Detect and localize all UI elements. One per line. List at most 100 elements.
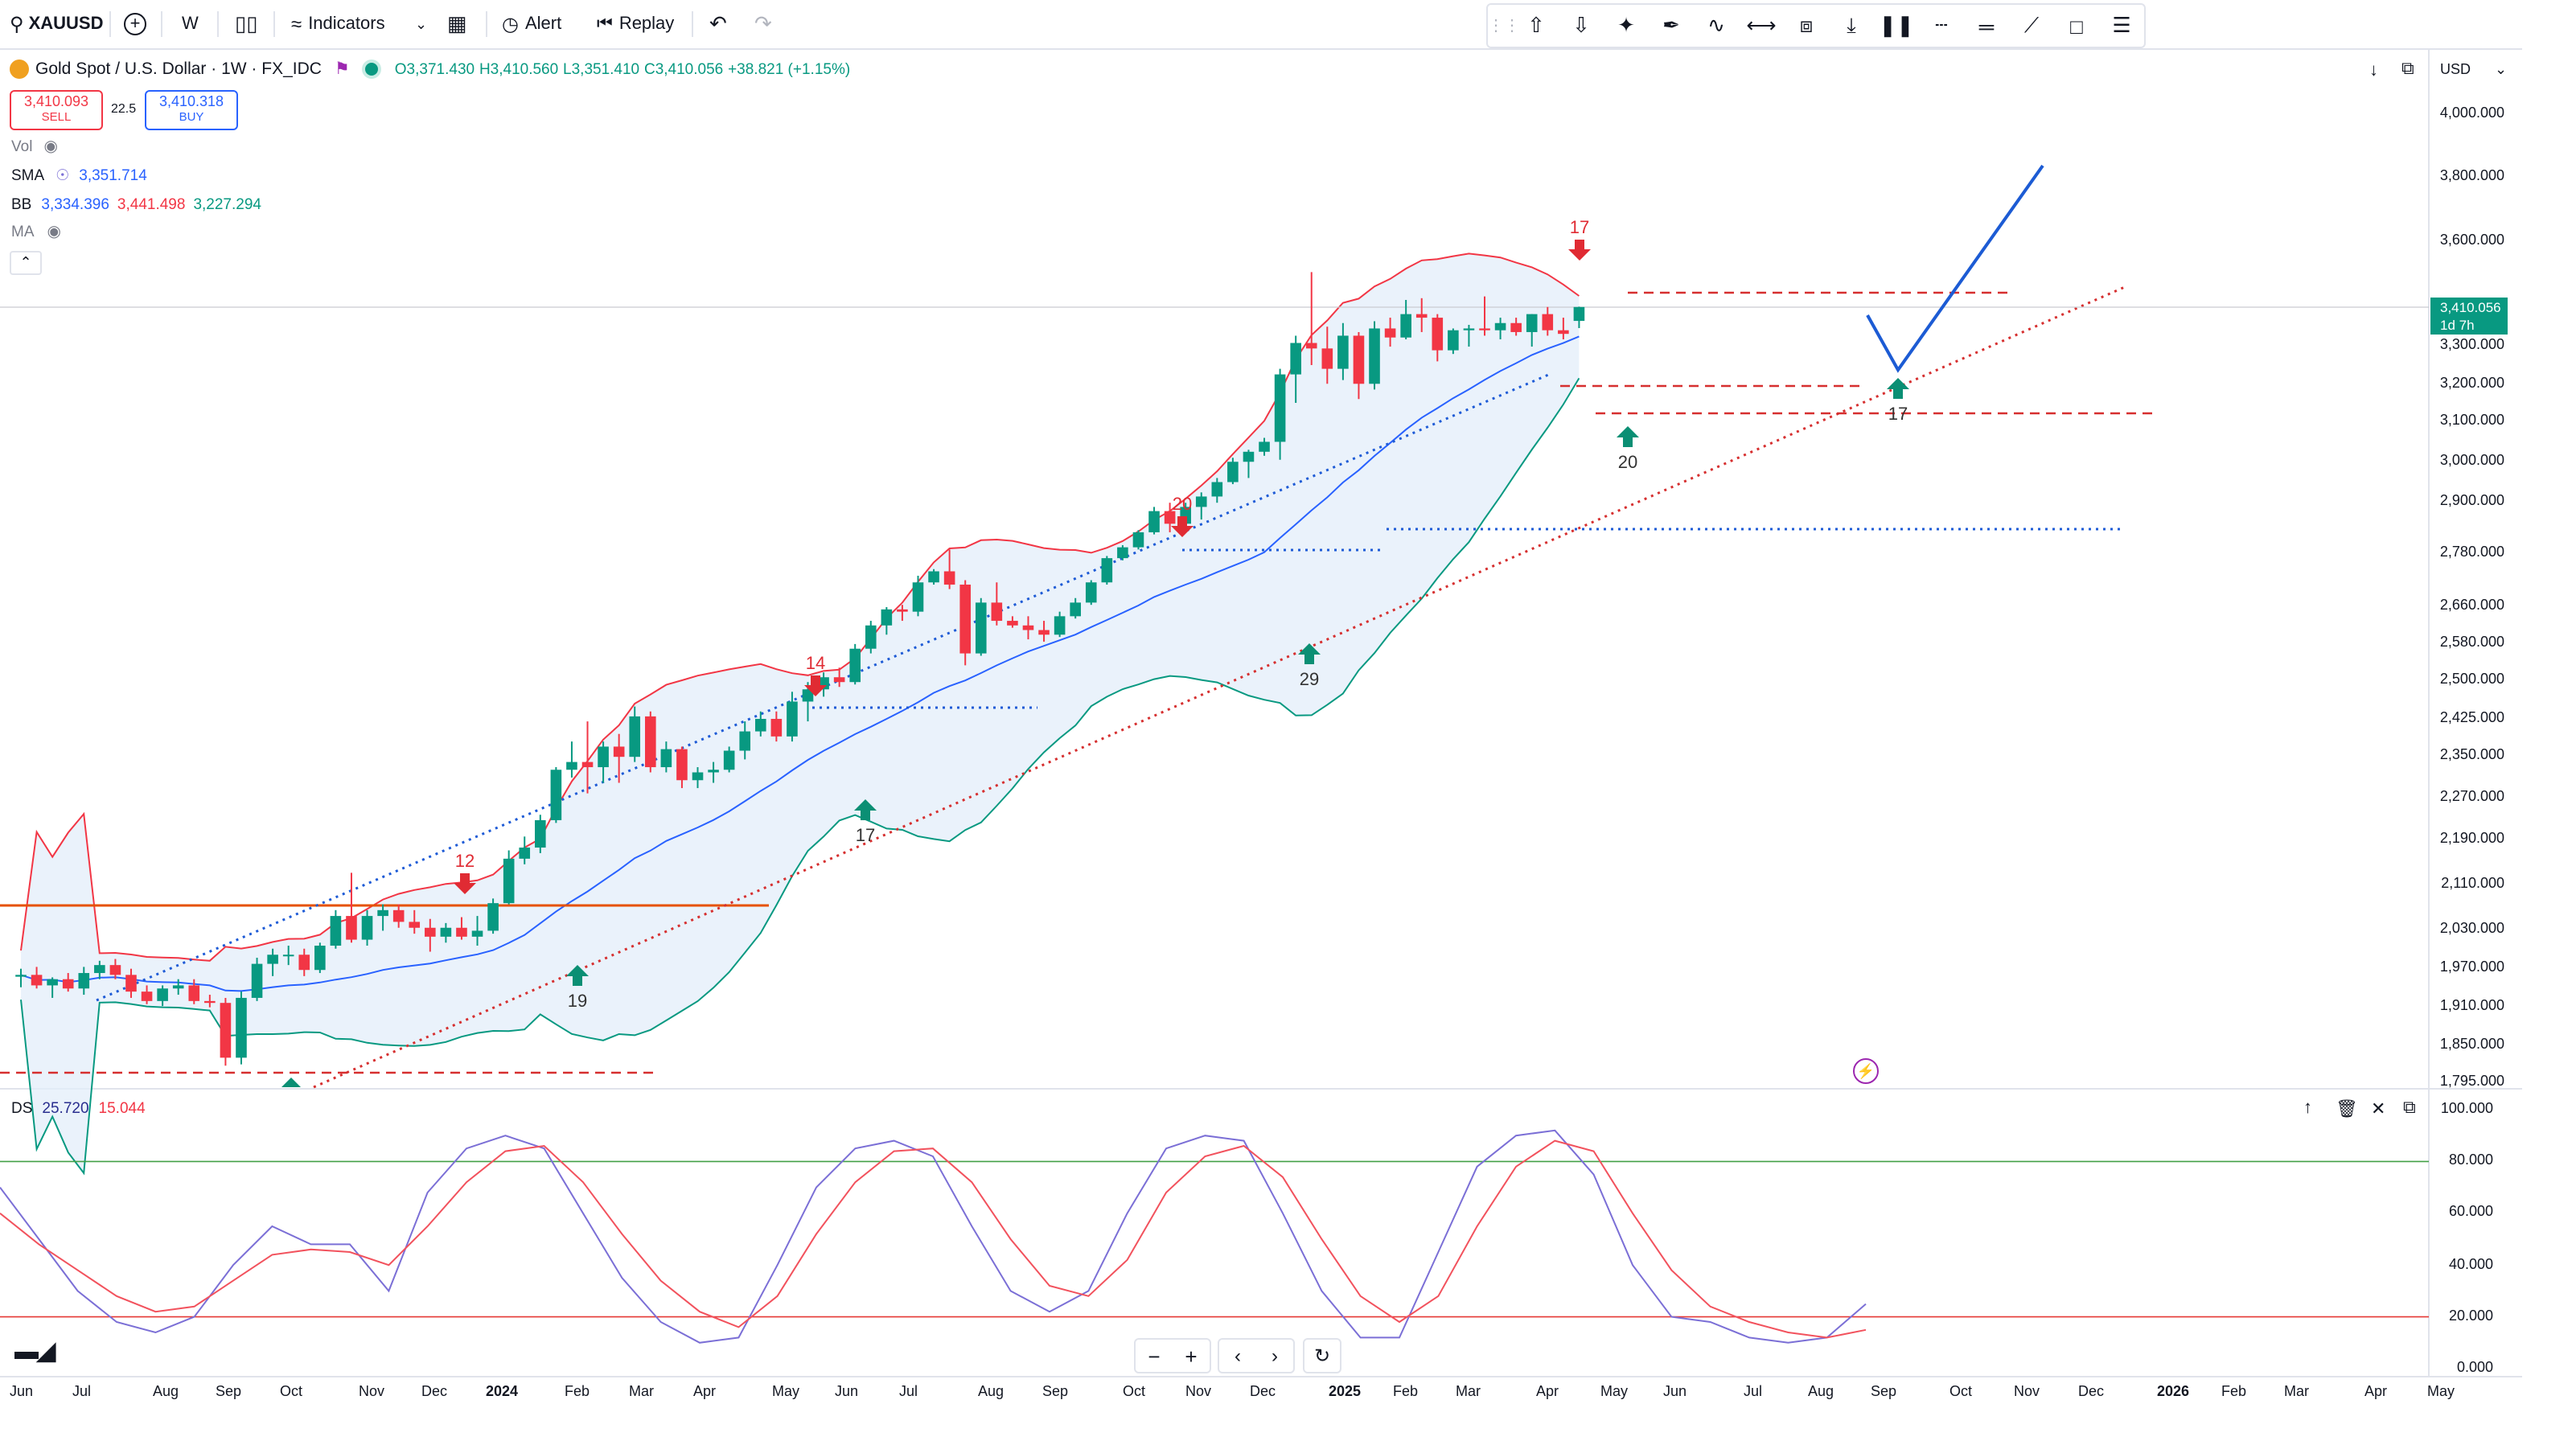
indicators-button[interactable]: ≈ Indicators (291, 0, 385, 48)
hidden-eye-icon[interactable]: ◉ (47, 224, 61, 241)
candle-body (692, 772, 704, 781)
toolbar-divider (273, 11, 275, 37)
trend-line-icon[interactable]: ⟋ (2023, 13, 2040, 37)
hidden-eye-icon[interactable]: ◉ (43, 138, 58, 156)
price-tick-label: 1,970.000 (2439, 959, 2504, 975)
scroll-controls: ‹ › (1218, 1338, 1295, 1373)
pattern-icon[interactable]: ✦ (1617, 13, 1635, 37)
tradingview-logo-icon[interactable]: ▬◢ (14, 1338, 55, 1365)
reset-chart-button[interactable]: ↻ (1303, 1338, 1341, 1373)
symbol-search-button[interactable]: ⚲ XAUUSD (10, 0, 104, 48)
templates-dropdown[interactable]: ⌄ (415, 0, 427, 48)
path-icon[interactable]: ∿ (1707, 13, 1725, 37)
gold-coin-icon (10, 60, 29, 79)
chart-type-button[interactable]: ▯▯ (235, 0, 258, 48)
up-arrow-marker: 17 (854, 799, 877, 845)
candle-body (1132, 532, 1144, 548)
time-tick-label: Jun (10, 1383, 34, 1399)
time-tick-label: Mar (629, 1383, 654, 1399)
candle-body (1305, 343, 1317, 349)
flag-icon[interactable]: ⚑ (334, 60, 350, 79)
close-pane-icon[interactable]: ✕ (2371, 1100, 2386, 1119)
candle-body (1227, 462, 1239, 482)
parallel-channel-icon[interactable]: ═ (1978, 14, 1995, 38)
candle-body (1022, 625, 1034, 630)
bb-legend[interactable]: BB 3,334.396 3,441.498 3,227.294 (11, 196, 261, 214)
long-position-icon[interactable]: ⤓ (1847, 13, 1856, 37)
currency-selector[interactable]: USD (2440, 61, 2471, 77)
symbol-legend[interactable]: Gold Spot / U.S. Dollar · 1W · FX_IDC ⚑ … (10, 60, 850, 79)
price-date-range-icon[interactable]: ⧈ (1799, 13, 1814, 37)
brush-icon[interactable]: ✒ (1662, 13, 1680, 37)
rectangle-icon[interactable]: □ (2070, 14, 2083, 38)
chevron-down-icon[interactable]: ⌄ (2495, 61, 2508, 77)
alert-button[interactable]: ◷ Alert (502, 0, 561, 48)
vol-label: Vol (11, 138, 33, 156)
compare-symbol-button[interactable]: + (124, 0, 146, 48)
price-tick-label: 4,000.000 (2439, 105, 2504, 121)
date-range-icon[interactable]: ⟷ (1746, 13, 1777, 37)
fullscreen-icon[interactable]: ⧉ (2401, 60, 2414, 79)
volume-legend[interactable]: Vol ◉ (11, 138, 58, 156)
buy-button[interactable]: 3,410.318 BUY (145, 90, 238, 130)
zoom-in-icon[interactable]: + (1185, 1344, 1198, 1368)
candle-body (1463, 328, 1475, 330)
candle-body (1321, 348, 1333, 369)
horizontal-ray-icon[interactable]: ┄ (1935, 13, 1948, 37)
candle-body (392, 909, 405, 922)
zoom-controls: − + (1134, 1338, 1211, 1373)
arrow-up-marker-icon[interactable]: ⇧ (1527, 13, 1545, 37)
redo-button[interactable]: ↷ (754, 0, 772, 48)
arrow-down-marker-icon[interactable]: ⇩ (1572, 13, 1590, 37)
candle-body (251, 963, 263, 998)
undo-button[interactable]: ↶ (709, 0, 727, 48)
time-tick-label: May (1600, 1383, 1629, 1399)
drag-handle-icon[interactable]: ⋮⋮ (1488, 17, 1520, 35)
candle-body (1195, 496, 1207, 507)
scroll-right-icon[interactable]: › (1272, 1345, 1278, 1367)
lightning-icon[interactable]: ⚡ (1853, 1058, 1879, 1084)
candle-body (298, 955, 310, 971)
maximize-pane-icon[interactable]: ⧉ (2403, 1098, 2416, 1118)
candle-body (1432, 318, 1444, 351)
move-pane-up-icon[interactable]: ↑ (2303, 1098, 2312, 1118)
time-tick-label: Dec (1250, 1383, 1276, 1399)
chevron-down-icon: ⌄ (415, 15, 428, 31)
sma-settings-icon[interactable]: ☉ (55, 167, 70, 185)
candle-body (566, 762, 577, 770)
arrow-down-icon (804, 675, 827, 696)
candle-body (1494, 322, 1506, 330)
up-arrow-marker: 17 (1887, 378, 1909, 424)
scroll-down-icon[interactable]: ↓ (2369, 61, 2378, 80)
bars-pattern-icon[interactable]: ❚❚ (1879, 13, 1914, 37)
time-tick-label: Oct (1123, 1383, 1146, 1399)
scroll-left-icon[interactable]: ‹ (1235, 1345, 1241, 1367)
oscillator-tick-label: 60.000 (2448, 1203, 2493, 1220)
candle-body (1542, 314, 1554, 330)
collapse-legend-button[interactable]: ⌃ (10, 251, 42, 275)
bb-label: BB (11, 196, 32, 214)
replay-button[interactable]: ⏮ Replay (597, 0, 674, 48)
sell-button[interactable]: 3,410.093 SELL (10, 90, 103, 130)
down-arrow-marker: 12 (454, 851, 476, 894)
candle-body (220, 1003, 232, 1058)
candle-body (1573, 306, 1585, 322)
price-chart[interactable]: 12 14 20 17 19 17 29 20 17 (0, 0, 2522, 1441)
layouts-button[interactable]: ▦ (447, 0, 467, 48)
ds-legend[interactable]: DS 25.720 15.044 (11, 1100, 146, 1118)
arrow-down-icon (1568, 240, 1591, 261)
more-tools-icon[interactable]: ☰ (2112, 13, 2131, 37)
candle-body (1526, 314, 1538, 332)
time-tick-label: Aug (978, 1383, 1005, 1399)
interval-button[interactable]: W (182, 0, 199, 48)
zoom-out-icon[interactable]: − (1148, 1344, 1161, 1368)
arrow-up-icon (281, 1078, 301, 1087)
candle-body (629, 716, 641, 757)
delete-pane-icon[interactable]: 🗑 (2336, 1100, 2358, 1119)
sma-legend[interactable]: SMA ☉ 3,351.714 (11, 167, 147, 185)
candle-body (188, 985, 200, 1001)
time-tick-label: May (772, 1383, 800, 1399)
price-tick-label: 1,850.000 (2439, 1036, 2504, 1052)
ma-legend[interactable]: MA ◉ (11, 224, 61, 241)
